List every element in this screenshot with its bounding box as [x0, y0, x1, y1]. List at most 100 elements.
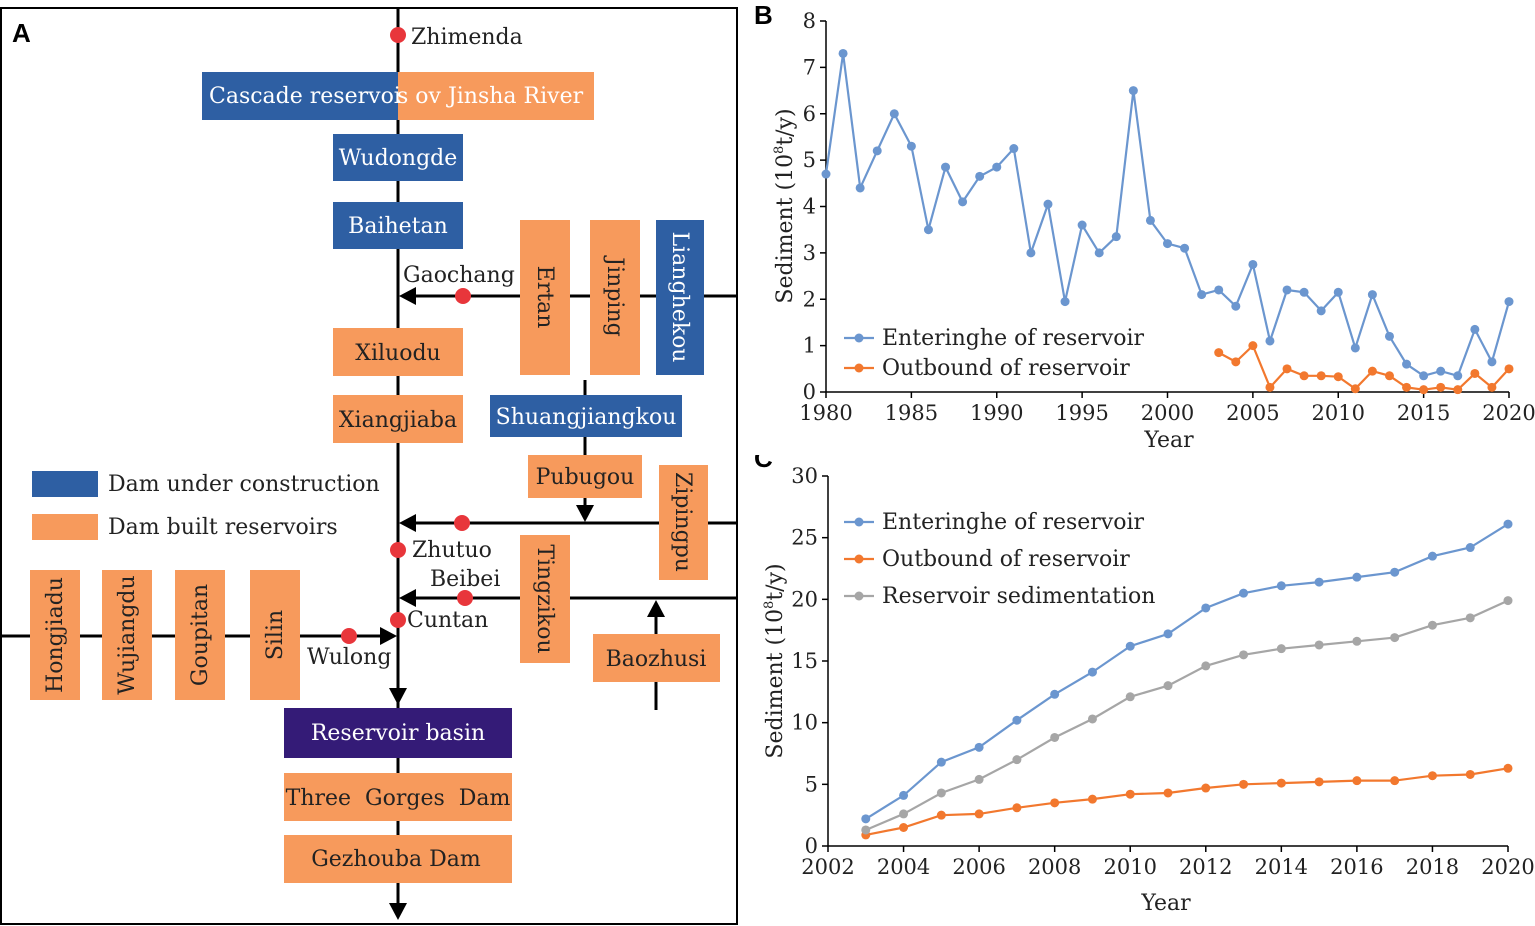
panel-c-y-tick-label: 15 — [791, 649, 818, 673]
panel-c-series-enteringhe-of-reservoir-line — [865, 523, 1509, 820]
panel-b-series-enteringhe-of-reservoir-legend-marker — [854, 333, 864, 343]
panel-b-series-outbound-of-reservoir-point — [1470, 368, 1480, 378]
panel-c-y-tick-label: 25 — [791, 526, 818, 550]
dam-shuangjiangkou-label: Shuangjiangkou — [496, 405, 677, 430]
panel-c-y-tick-label: 30 — [791, 464, 818, 488]
panel-b-series-outbound-of-reservoir-point — [1367, 366, 1377, 376]
panel-c-y-tick-label: 5 — [805, 772, 818, 796]
panel-c-series-outbound-of-reservoir-point — [1125, 789, 1135, 799]
station-gaochang-label: Gaochang — [403, 263, 515, 288]
dam-xiangjiaba-label: Xiangjiaba — [339, 408, 457, 433]
panel-b-series-outbound-of-reservoir-point — [1265, 382, 1275, 392]
panel-b-y-tick-label: 8 — [803, 9, 816, 33]
dam-baozhusi — [593, 634, 720, 682]
panel-c-x-tick-label: 2012 — [1179, 855, 1232, 879]
dam-ertan-label: Ertan — [532, 266, 557, 329]
panel-c-x-tick-label: 2008 — [1028, 855, 1081, 879]
panel-b-series-enteringhe-of-reservoir-point — [1265, 336, 1275, 346]
panel-c-letter: C — [754, 455, 773, 473]
panel-c-ylabel: Sediment (108t/y) — [762, 563, 788, 758]
panel-c-series-outbound-of-reservoir-point — [1276, 778, 1286, 788]
panel-c-series-outbound-of-reservoir-legend-label: Outbound of reservoir — [882, 547, 1130, 572]
panel-b-series-enteringhe-of-reservoir-point — [1470, 324, 1480, 334]
panel-c-series-enteringhe-of-reservoir-point — [936, 757, 946, 767]
panel-c-series-reservoir-sedimentation-point — [1314, 640, 1324, 650]
panel-b-series-enteringhe-of-reservoir-point — [1094, 248, 1104, 258]
panel-c-series-enteringhe-of-reservoir-point — [1390, 567, 1400, 577]
panel-b-series-enteringhe-of-reservoir-point — [1111, 232, 1121, 242]
panel-b-series-outbound-of-reservoir-point — [1333, 372, 1343, 382]
panel-b-x-tick-label: 1990 — [970, 401, 1023, 425]
panel-c-series-enteringhe-of-reservoir-point — [1163, 629, 1173, 639]
dam-baihetan-label: Baihetan — [348, 214, 448, 239]
panel-b-series-outbound-of-reservoir-point — [1384, 371, 1394, 381]
panel-b-series-enteringhe-of-reservoir-point — [1163, 239, 1172, 249]
panel-c-series-enteringhe-of-reservoir-point — [974, 742, 984, 752]
panel-b-plot: 0 1 2 3 4 5 6 7 8 1980 1985 1990 1995 2000 2005 2010 201… — [799, 9, 1535, 425]
panel-c-series-reservoir-sedimentation-point — [1087, 714, 1097, 724]
panel-c-series-enteringhe-of-reservoir-point — [1352, 572, 1362, 582]
panel-c-x-tick-label: 2020 — [1481, 855, 1534, 879]
panel-c-series-reservoir-sedimentation-point — [1163, 681, 1173, 691]
dam-ertan — [520, 220, 570, 375]
panel-b-series-enteringhe-of-reservoir-point — [1231, 301, 1241, 311]
dam-tingzikou-label: Tingzikou — [532, 544, 557, 653]
panel-c-series-enteringhe-of-reservoir-point — [1201, 603, 1211, 613]
panel-c-series-reservoir-sedimentation-point — [899, 809, 909, 819]
panel-c-series-reservoir-sedimentation-point — [1276, 644, 1286, 654]
panel-c-series-reservoir-sedimentation-point — [1390, 633, 1400, 643]
dam-goupitan-label: Goupitan — [188, 584, 213, 686]
panel-b-series-enteringhe-of-reservoir-point — [855, 183, 865, 193]
panel-a-flow-diagram: A Cascade reservoi s ov Jinsha River Wud… — [0, 7, 738, 925]
panel-c-x-tick-label: 2002 — [801, 855, 854, 879]
panel-c-series-outbound-of-reservoir-point — [1390, 776, 1400, 786]
panel-b-series-enteringhe-of-reservoir-point — [1436, 366, 1446, 376]
station-wulong-marker — [341, 628, 357, 644]
panel-c-series-outbound-of-reservoir-point — [1314, 777, 1324, 787]
dam-wujiangdu — [102, 570, 152, 700]
station-cuntan-label: Cuntan — [407, 608, 488, 633]
panel-c-series-reservoir-sedimentation-point — [936, 788, 946, 798]
panel-b-y-tick-label: 6 — [803, 102, 816, 126]
panel-b-series-outbound-of-reservoir-legend-label: Outbound of reservoir — [882, 356, 1130, 381]
panel-b-series-enteringhe-of-reservoir-point — [872, 146, 882, 156]
dam-xiluodu-label: Xiluodu — [355, 341, 440, 366]
panel-c-series-enteringhe-of-reservoir-point — [1465, 543, 1475, 553]
station-beibei-marker — [457, 590, 473, 606]
panel-c-xlabel: Year — [1140, 891, 1191, 916]
panel-b-x-tick-label: 2000 — [1141, 401, 1194, 425]
panel-b-series-enteringhe-of-reservoir-point — [1248, 259, 1258, 269]
panel-b-series-enteringhe-of-reservoir-point — [1419, 371, 1429, 381]
station-zhutuo-marker — [454, 515, 470, 531]
panel-b-y-tick-label: 0 — [803, 380, 816, 404]
baozhusi-branch-arrow — [647, 600, 665, 617]
panel-c-series-reservoir-sedimentation-legend-marker — [854, 591, 864, 601]
panel-c-series-enteringhe-of-reservoir-point — [861, 814, 871, 824]
panel-c-series-outbound-of-reservoir-point — [1163, 788, 1173, 798]
panel-b-series-enteringhe-of-reservoir-point — [1128, 86, 1138, 96]
legend-swatch-under-construction — [32, 471, 98, 497]
panel-c-x-tick-label: 2006 — [952, 855, 1005, 879]
panel-c-y-tick-label: 20 — [791, 587, 818, 611]
panel-c-series-outbound-of-reservoir-point — [1050, 798, 1060, 808]
panel-b-series-outbound-of-reservoir-point — [1214, 348, 1224, 358]
dam-silin — [250, 570, 300, 700]
panel-c-series-reservoir-sedimentation-point — [1012, 755, 1022, 765]
panel-b-series-enteringhe-of-reservoir-point — [1367, 290, 1377, 300]
panel-b-series-enteringhe-of-reservoir-point — [1043, 199, 1053, 209]
station-beibei-label: Beibei — [430, 567, 500, 592]
main-river-outlet-arrow — [389, 903, 407, 920]
panel-b-series-enteringhe-of-reservoir-point — [1009, 144, 1019, 154]
dam-pubugou-label: Pubugou — [536, 465, 635, 490]
legend-label-built: Dam built reservoirs — [108, 515, 338, 540]
panel-b-series-enteringhe-of-reservoir-point — [1316, 306, 1326, 316]
panel-b-series-outbound-of-reservoir-point — [1402, 382, 1412, 392]
panel-c-series-outbound-of-reservoir-point — [1012, 803, 1022, 813]
panel-b-y-tick-label: 2 — [803, 287, 816, 311]
panel-b-chart: B Sediment (108t/y) Year 0 1 2 3 4 5 6 7 8 1980 19… — [754, 0, 1535, 453]
panel-b-series-enteringhe-of-reservoir-point — [1402, 359, 1412, 369]
panel-b-series-enteringhe-of-reservoir-point — [1026, 248, 1036, 258]
panel-b-series-outbound-of-reservoir-point — [1453, 385, 1463, 395]
panel-c-plot: 0 5 10 15 20 25 30 2002 2004 2006 2008 2010 2012 2014… — [791, 464, 1534, 879]
dam-silin-label: Silin — [263, 610, 288, 660]
